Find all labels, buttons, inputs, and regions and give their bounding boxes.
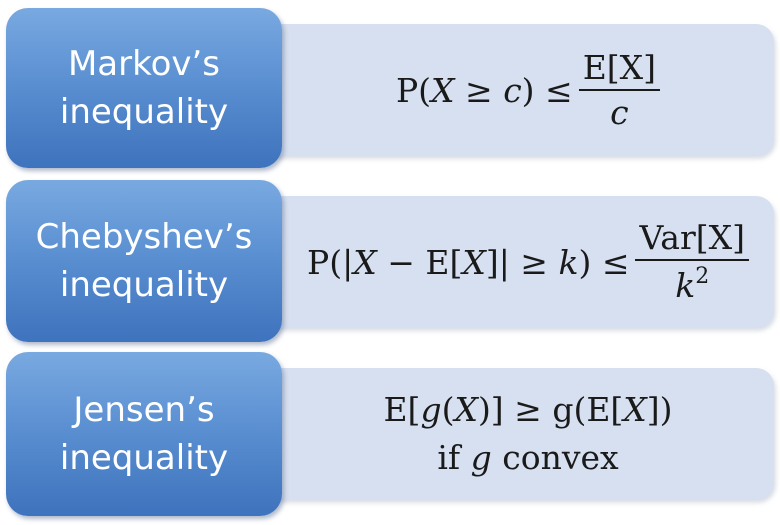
jensen-label: Jensen’s inequality (6, 352, 282, 516)
jensen-l1-a: E[ (383, 390, 421, 430)
markov-formula-panel (252, 24, 774, 156)
markov-fraction: E[X] c (578, 48, 661, 132)
jensen-l1-x2: X (623, 390, 647, 430)
jensen-formula-line1: E[g(X)] ≥ g(E[X]) (383, 386, 672, 434)
markov-label-line2: inequality (59, 92, 229, 132)
chebyshev-formula-panel (252, 196, 774, 328)
markov-var-c: c (503, 70, 522, 110)
chebyshev-var-x2: X (462, 242, 486, 282)
chebyshev-label-line1: Chebyshev’s (35, 216, 253, 257)
jensen-l2-b: convex (491, 438, 619, 477)
chebyshev-var-k: k (558, 242, 579, 282)
jensen-l1-x: X (454, 390, 478, 430)
chebyshev-mid: − E[ (376, 242, 463, 282)
chebyshev-lhs: P(| (307, 242, 354, 282)
jensen-l1-g: g (420, 390, 442, 430)
markov-formula: P(X ≥ c) ≤ E[X] c (282, 24, 774, 156)
jensen-formula-panel (252, 368, 774, 500)
chebyshev-close: ) ≤ (578, 242, 630, 282)
chebyshev-den-base: k (675, 266, 696, 306)
jensen-label-line2: inequality (59, 438, 229, 478)
chebyshev-label: Chebyshev’s inequality (6, 180, 282, 342)
markov-label-line1: Markov’s (67, 43, 221, 84)
markov-label: Markov’s inequality (6, 8, 282, 168)
chebyshev-label-line2: inequality (59, 265, 229, 305)
chebyshev-after: ]| ≥ (485, 242, 559, 282)
markov-lhs: P( (395, 70, 432, 110)
jensen-l1-c: )] ≥ g(E[ (477, 390, 624, 430)
jensen-label-line1: Jensen’s (73, 389, 215, 430)
jensen-formula: E[g(X)] ≥ g(E[X]) if g convex (282, 368, 774, 500)
jensen-l2-g: g (470, 438, 492, 477)
chebyshev-formula: P(| X − E[X]| ≥ k) ≤ Var[X] k2 (282, 196, 774, 328)
jensen-formula-stack: E[g(X)] ≥ g(E[X]) if g convex (383, 386, 672, 482)
jensen-formula-line2: if g convex (437, 434, 618, 482)
markov-op: ≥ (454, 70, 504, 110)
chebyshev-numerator: Var[X] (635, 219, 749, 262)
chebyshev-den-exp: 2 (695, 264, 710, 290)
jensen-l1-b: ( (441, 390, 455, 430)
chebyshev-fraction: Var[X] k2 (635, 219, 749, 304)
jensen-l2-a: if (437, 438, 471, 477)
markov-denominator: c (610, 92, 629, 132)
markov-close: ) ≤ (521, 70, 573, 110)
chebyshev-denominator: k2 (675, 261, 709, 304)
chebyshev-var-x: X (353, 242, 377, 282)
markov-var-x: X (431, 70, 455, 110)
markov-numerator: E[X] (578, 48, 661, 91)
jensen-l1-d: ]) (646, 390, 673, 430)
